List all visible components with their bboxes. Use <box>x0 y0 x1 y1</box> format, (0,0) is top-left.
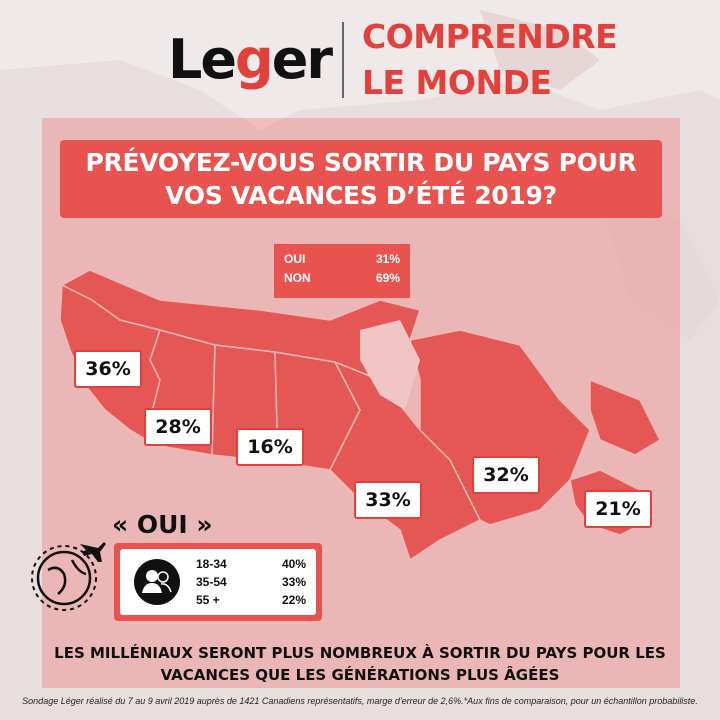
region-label-atlantic: 21% <box>584 490 652 528</box>
globe-airplane-icon <box>31 542 106 611</box>
age-value: 22% <box>281 593 306 607</box>
oui-title: « OUI » <box>112 510 213 539</box>
region-label-bc: 36% <box>74 350 142 388</box>
region-label-ab: 28% <box>144 408 212 446</box>
age-value: 33% <box>281 575 306 589</box>
region-label-on: 33% <box>354 481 422 519</box>
question-line-2: VOS VACANCES D’ÉTÉ 2019? <box>165 181 557 210</box>
tagline-line-1: COMPRENDRE <box>362 17 618 56</box>
age-range: 55 + <box>196 593 220 607</box>
age-row: 18-34 40% <box>196 555 306 573</box>
header-divider <box>342 22 344 98</box>
conclusion-text: LES MILLÉNIAUX SERONT PLUS NOMBREUX À SO… <box>30 642 690 686</box>
age-row: 35-54 33% <box>196 573 306 591</box>
header: Leger COMPRENDRE LE MONDE <box>0 0 720 110</box>
region-label-sk-mb: 16% <box>236 428 304 466</box>
leger-logo: Leger <box>168 28 333 91</box>
source-note: Sondage Léger réalisé du 7 au 9 avril 20… <box>22 696 698 706</box>
age-breakdown-box: 18-34 40% 35-54 33% 55 + 22% <box>114 543 322 621</box>
province-on <box>329 360 482 562</box>
age-value: 40% <box>281 557 306 571</box>
age-row: 55 + 22% <box>196 591 306 609</box>
overall-value: 31% <box>375 252 400 266</box>
overall-label: NON <box>284 271 311 285</box>
overall-value: 69% <box>375 271 400 285</box>
overall-row-oui: OUI 31% <box>284 252 400 271</box>
age-breakdown-inner: 18-34 40% 35-54 33% 55 + 22% <box>120 549 316 615</box>
users-icon <box>134 559 180 605</box>
tagline-line-2: LE MONDE <box>362 63 552 102</box>
province-nl <box>589 378 661 456</box>
overall-row-non: NON 69% <box>284 271 400 290</box>
question-banner: PRÉVOYEZ-VOUS SORTIR DU PAYS POUR VOS VA… <box>60 140 662 218</box>
age-range: 18-34 <box>196 557 227 571</box>
hudson-bay <box>360 320 420 410</box>
conclusion-line-1: LES MILLÉNIAUX SERONT PLUS NOMBREUX À SO… <box>54 644 666 662</box>
age-range: 35-54 <box>196 575 227 589</box>
province-qc <box>409 329 591 526</box>
tagline: COMPRENDRE LE MONDE <box>362 14 618 106</box>
overall-results: OUI 31% NON 69% <box>274 244 410 298</box>
question-line-1: PRÉVOYEZ-VOUS SORTIR DU PAYS POUR <box>85 148 637 177</box>
overall-label: OUI <box>284 252 306 266</box>
age-rows: 18-34 40% 35-54 33% 55 + 22% <box>196 555 306 609</box>
conclusion-line-2: VACANCES QUE LES GÉNÉRATIONS PLUS ÂGÉES <box>160 666 560 684</box>
region-label-qc: 32% <box>472 456 540 494</box>
